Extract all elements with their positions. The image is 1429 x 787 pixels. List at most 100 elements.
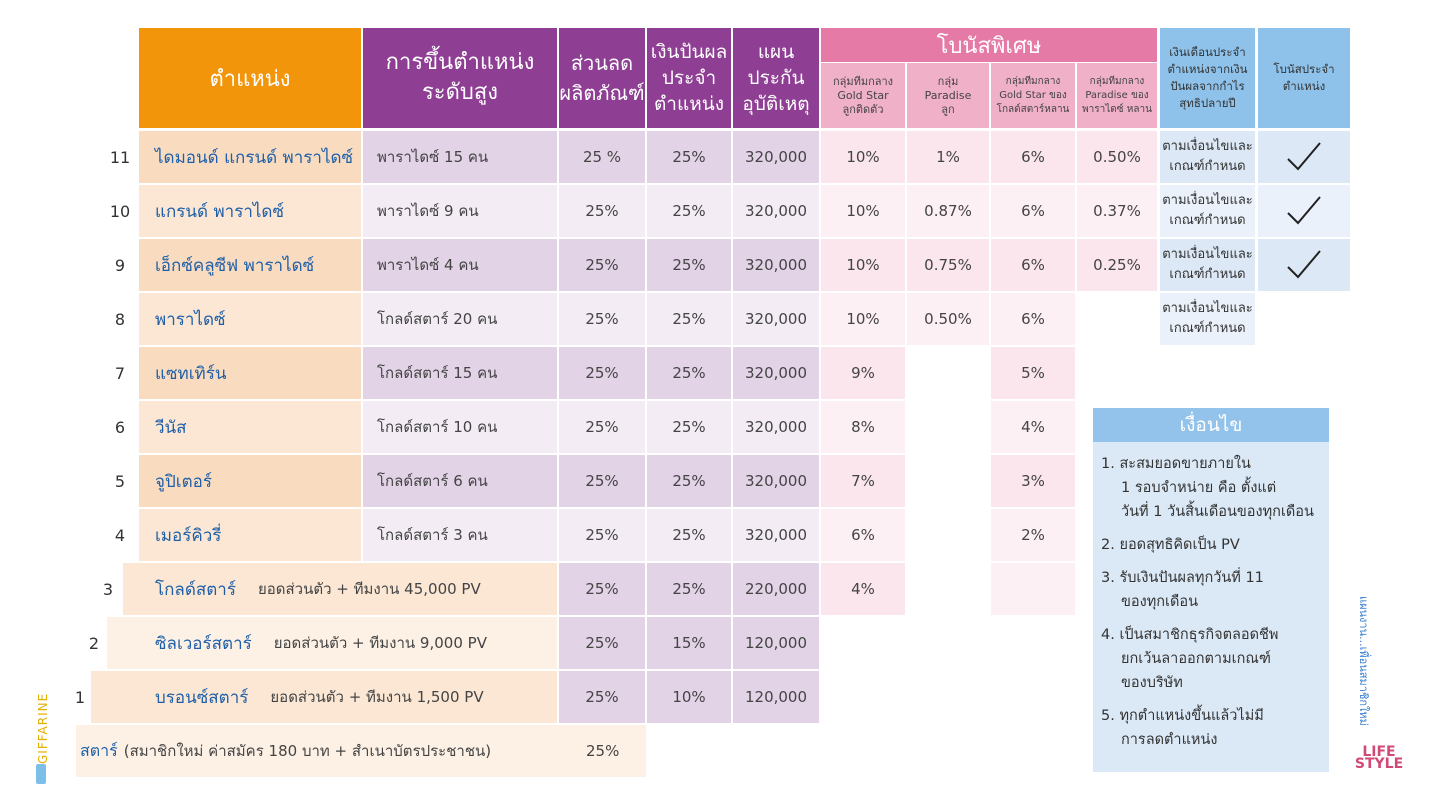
row-bonus-paradise: 1%	[907, 131, 989, 183]
bonus-sub-1-line1: กลุ่มทีมกลาง	[832, 74, 894, 88]
monthly-salary-line4: สุทธิปลายปี	[1179, 96, 1236, 110]
star-row-title: สตาร์	[80, 740, 118, 760]
row-number: 10	[109, 201, 131, 221]
row-title: พาราไดซ์	[155, 309, 226, 330]
row-requirement: ยอดส่วนตัว + ทีมงาน 45,000 PV	[257, 580, 481, 598]
row-title-cell: ซิลเวอร์สตาร์ ยอดส่วนตัว + ทีมงาน 9,000 P…	[107, 617, 557, 669]
checkmark-icon	[1287, 250, 1321, 279]
row-requirement: โกลด์สตาร์ 3 คน	[377, 526, 488, 544]
row-requirement: พาราไดซ์ 15 คน	[377, 148, 489, 166]
header-position: ตำแหน่ง	[139, 28, 361, 128]
header-insurance-line1: แผน	[757, 41, 795, 63]
row-bonus-goldstar-grand: 6%	[991, 185, 1075, 237]
row-salary-line1: ตามเงื่อนไขและ	[1162, 301, 1253, 316]
condition-item: 2. ยอดสุทธิคิดเป็น PV	[1101, 533, 1321, 557]
row-bonus-paradise: 0.87%	[907, 185, 989, 237]
row-bonus-paradise: 0.75%	[907, 239, 989, 291]
row-requirement: ยอดส่วนตัว + ทีมงาน 9,000 PV	[273, 634, 487, 652]
checkmark-icon	[1287, 142, 1321, 171]
row-insurance: 220,000	[733, 563, 819, 615]
condition-line: ของบริษัท	[1121, 675, 1183, 691]
row-number: 9	[114, 255, 126, 275]
row-bonus-goldstar-grand: 6%	[991, 293, 1075, 345]
header-insurance-line2: ประกัน	[747, 67, 805, 89]
brand-logo: GIFFARINE	[36, 692, 50, 764]
header-promotion-line1: การขึ้นตำแหน่ง	[385, 50, 535, 75]
bonus-sub-3-line3: โกลด์สตาร์หลาน	[996, 103, 1070, 115]
row-title-cell: บรอนซ์สตาร์ ยอดส่วนตัว + ทีมงาน 1,500 PV	[91, 671, 557, 723]
row-bonus-goldstar: 4%	[821, 563, 905, 615]
row-title-cell: ไดมอนด์ แกรนด์ พาราไดซ์	[139, 131, 361, 183]
row-insurance: 320,000	[733, 509, 819, 561]
row-bonus-goldstar-grand: 2%	[991, 509, 1075, 561]
row-number: 3	[102, 579, 114, 599]
lifestyle-logo-line2: STYLE	[1354, 756, 1404, 772]
row-bonus-goldstar: 7%	[821, 455, 905, 507]
bonus-sub-2-line2: Paradise	[924, 88, 972, 102]
header-discount-line2: ผลิตภัณฑ์	[559, 81, 645, 105]
side-note: แผนงาน...เพื่อนสมาชิกใหม่	[1357, 596, 1370, 726]
row-title: แกรนด์ พาราไดซ์	[155, 201, 285, 222]
row-number: 1	[74, 687, 86, 707]
row-title: ซิลเวอร์สตาร์	[155, 633, 252, 654]
condition-line: 1. สะสมยอดขายภายใน	[1101, 456, 1251, 472]
row-discount: 25%	[559, 563, 645, 615]
header-dividend-line1: เงินปันผล	[650, 41, 728, 63]
row-salary-line1: ตามเงื่อนไขและ	[1162, 193, 1253, 208]
monthly-salary-line1: เงินเดือนประจำ	[1169, 45, 1246, 59]
row-number: 2	[88, 633, 100, 653]
lifestyle-logo-line1: LIFE	[1362, 744, 1396, 760]
star-row-requirement: (สมาชิกใหม่ ค่าสมัคร 180 บาท + สำเนาบัตร…	[123, 742, 492, 760]
row-position-bonus	[1258, 185, 1350, 237]
condition-line: 2. ยอดสุทธิคิดเป็น PV	[1101, 537, 1240, 553]
header-monthly-salary: เงินเดือนประจำ ตำแหน่งจากเงิน ปันผลจากกำ…	[1160, 28, 1255, 128]
row-title: เอ็กซ์คลูซีฟ พาราไดซ์	[155, 255, 315, 276]
row-requirement-cell: โกลด์สตาร์ 3 คน	[363, 509, 557, 561]
header-dividend-line3: ตำแหน่ง	[653, 93, 725, 115]
position-bonus-line1: โบนัสประจำ	[1273, 62, 1335, 76]
row-requirement-cell: โกลด์สตาร์ 15 คน	[363, 347, 557, 399]
row-number: 4	[114, 525, 126, 545]
row-requirement: โกลด์สตาร์ 20 คน	[377, 310, 498, 328]
row-dividend: 10%	[647, 671, 731, 723]
header-bonus-sub-3: กลุ่มทีมกลาง Gold Star ของ โกลด์สตาร์หลา…	[991, 63, 1075, 128]
header-promotion: การขึ้นตำแหน่ง ระดับสูง	[363, 28, 557, 128]
row-title-cell: จูปิเตอร์	[139, 455, 361, 507]
position-bonus-line2: ตำแหน่ง	[1282, 79, 1326, 93]
condition-line: 1 รอบจำหน่าย คือ ตั้งแต่	[1121, 480, 1277, 496]
row-salary-line2: เกณฑ์กำหนด	[1169, 213, 1246, 228]
row-title: วีนัส	[155, 417, 187, 438]
row-title-cell: เมอร์คิวรี่	[139, 509, 361, 561]
star-row-discount: 25%	[586, 742, 620, 760]
row-dividend: 25%	[647, 401, 731, 453]
row-discount: 25%	[559, 347, 645, 399]
header-promotion-line2: ระดับสูง	[421, 80, 499, 105]
row-discount: 25%	[559, 185, 645, 237]
condition-line: ยกเว้นลาออกตามเกณฑ์	[1121, 651, 1271, 667]
row-number: 8	[114, 309, 126, 329]
header-position-bonus: โบนัสประจำ ตำแหน่ง	[1258, 28, 1350, 128]
row-insurance: 320,000	[733, 347, 819, 399]
row-bonus-goldstar-grand: 6%	[991, 131, 1075, 183]
row-position-bonus	[1258, 131, 1350, 183]
row-title-cell: วีนัส	[139, 401, 361, 453]
header-dividend-line2: ประจำ	[661, 67, 717, 89]
bonus-sub-3-line1: กลุ่มทีมกลาง	[1005, 75, 1061, 87]
bonus-sub-4-line3: พาราไดซ์ หลาน	[1082, 103, 1152, 115]
row-bonus-goldstar-grand: 3%	[991, 455, 1075, 507]
row-discount: 25 %	[559, 131, 645, 183]
condition-line: วันที่ 1 วันสิ้นเดือนของทุกเดือน	[1121, 504, 1314, 520]
row-dividend: 25%	[647, 347, 731, 399]
row-dividend: 25%	[647, 239, 731, 291]
condition-item: 5. ทุกตำแหน่งขึ้นแล้วไม่มี การลดตำแหน่ง	[1101, 704, 1321, 752]
row-bonus-goldstar-grand: 5%	[991, 347, 1075, 399]
row-salary-line2: เกณฑ์กำหนด	[1169, 267, 1246, 282]
monthly-salary-line3: ปันผลจากกำไร	[1170, 79, 1245, 93]
row-dividend: 15%	[647, 617, 731, 669]
row-discount: 25%	[559, 455, 645, 507]
row-bonus-goldstar: 8%	[821, 401, 905, 453]
row-bonus-goldstar: 10%	[821, 131, 905, 183]
row-bonus-paradise: 0.50%	[907, 293, 989, 345]
row-insurance: 320,000	[733, 239, 819, 291]
header-position-label: ตำแหน่ง	[209, 66, 291, 92]
